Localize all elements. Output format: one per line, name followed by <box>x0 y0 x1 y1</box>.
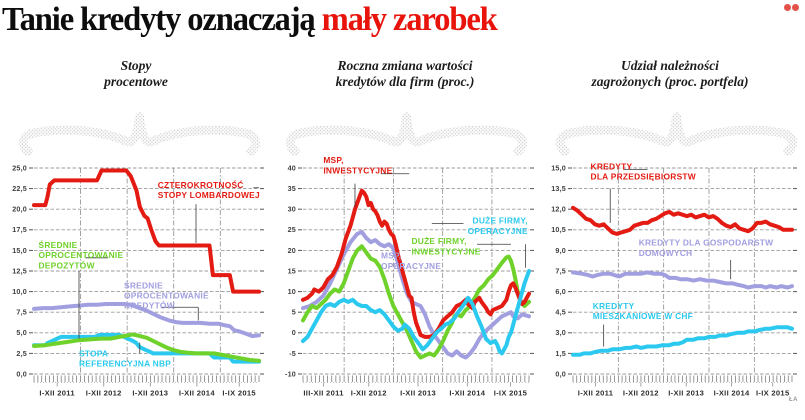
y-axis-tick-label: 17,5 <box>12 225 27 234</box>
gridlines: 15,0 13,5 12,0 10,5 9,0 7,5 6,0 4,5 3,0 1,5 0,0 <box>551 163 797 383</box>
y-axis-tick-label: 10,5 <box>551 225 566 234</box>
y-axis-tick-label: 10 <box>288 287 296 296</box>
y-axis-tick-label: 20 <box>288 246 296 255</box>
x-axis-tick-label: I-IX 2015 <box>222 389 256 398</box>
y-axis-tick-label: 0,0 <box>555 369 566 378</box>
chart-2-plot: 40 35 30 25 20 15 10 5 0 -5 -10 III-XII 2011 I-XII 2… <box>285 155 534 398</box>
y-axis-tick-label: 35 <box>288 184 296 193</box>
x-axis-tick-label: I-XII 2012 <box>86 389 122 398</box>
x-axis-tick-label: I-IX 2015 <box>756 389 790 398</box>
series-label: STOPA REFERENCYJNA NBP <box>79 348 171 368</box>
x-axis-tick-label: I-XII 2014 <box>714 389 750 398</box>
series-line-srednie-oprocentowanie-depozytow <box>32 332 261 363</box>
y-axis-tick-label: 3,0 <box>555 328 566 337</box>
y-axis-tick-label: 20,0 <box>12 205 27 214</box>
y-axis-tick-label: 15,0 <box>12 246 27 255</box>
y-axis-tick-label: 10,0 <box>12 287 27 296</box>
x-axis-tick-label: I-XII 2011 <box>39 389 75 398</box>
series-label: MSP, OPERACYJNE <box>381 251 441 271</box>
series-line-czterokrotnosc-stopy-lombardowej <box>32 168 261 294</box>
x-axis-tick-label: I-XII 2011 <box>578 389 614 398</box>
y-axis-tick-label: 5 <box>292 308 296 317</box>
y-axis-tick-label: -10 <box>285 369 296 378</box>
series-label: DUŻE FIRMY, INWESTYCYJNE <box>411 236 480 256</box>
author-credit: ŁA <box>789 397 798 403</box>
series-label: KREDYTY MIESZKANIOWE W CHF <box>593 301 693 321</box>
x-axis-tick-label: I-XII 2012 <box>351 389 387 398</box>
series-label: CZTEROKROTNOŚĆ STOPY LOMBARDOWEJ <box>158 179 260 200</box>
y-axis-tick-label: 12,0 <box>551 205 566 214</box>
y-axis-tick-label: 9,0 <box>555 246 566 255</box>
y-axis-tick-label: 5,0 <box>16 328 27 337</box>
y-axis-tick-label: 25,0 <box>12 163 27 172</box>
chart-1-title: Stopy procentowe <box>104 58 168 89</box>
y-axis-tick-label: 7,5 <box>16 308 27 317</box>
y-axis-tick-label: 40 <box>288 163 296 172</box>
series-line-stopa-referencyjna-nbp <box>32 332 261 364</box>
y-axis-tick-label: 15 <box>288 266 296 275</box>
moustache-brace-icon <box>18 112 261 156</box>
y-axis-tick-label: 12,5 <box>12 266 27 275</box>
page-title-black: Tanie kredyty oznaczają <box>2 1 322 38</box>
chart-3-title: Udział należności zagrożonych (proc. por… <box>591 58 749 89</box>
series-line-duze-firmy-inwestycyjne <box>301 244 531 360</box>
series-label: ŚREDNIE OPROCENTOWANIE KREDYTÓW <box>124 279 209 310</box>
series-line-kredyty-dla-przedsiebiorstw <box>571 205 794 236</box>
x-axis-tick-label: III-XII 2011 <box>303 389 344 398</box>
chart-1-plot: 25,0 22,5 20,0 17,5 15,0 12,5 10,0 7,5 5,0 2,5 0,0… <box>12 163 264 398</box>
series-label: KREDYTY DLA GOSPODARSTW DOMOWYCH <box>639 238 774 258</box>
page-title-red: mały zarobek <box>321 1 498 38</box>
y-axis-tick-label: -5 <box>289 349 296 358</box>
x-axis-tick-label: I-XII 2014 <box>449 389 485 398</box>
y-axis-tick-label: 25 <box>288 225 296 234</box>
month-ticks <box>572 375 793 382</box>
series-line-msp-operacyjne <box>301 229 531 360</box>
x-axis-tick-label: I-XII 2012 <box>623 389 659 398</box>
y-axis-tick-label: 22,5 <box>12 184 27 193</box>
cc-badges <box>784 4 799 11</box>
x-axis-tick-label: I-XII 2013 <box>668 389 704 398</box>
y-axis-tick-label: 0,0 <box>16 369 27 378</box>
series-line-duze-firmy-operacyjne <box>301 269 531 356</box>
gridlines: 40 35 30 25 20 15 10 5 0 -5 -10 <box>285 163 534 383</box>
cc-icon <box>784 4 791 11</box>
page-title: Tanie kredyty oznaczają mały zarobek <box>2 0 498 40</box>
y-axis-tick-label: 4,5 <box>555 308 566 317</box>
y-axis-tick-label: 6,0 <box>555 287 566 296</box>
chart-3-plot: 15,0 13,5 12,0 10,5 9,0 7,5 6,0 4,5 3,0 1,5 0,0 I-X… <box>551 161 797 398</box>
y-axis-tick-label: 0 <box>292 328 296 337</box>
moustache-brace-icon <box>555 112 798 156</box>
x-axis-tick-label: I-XII 2014 <box>179 389 215 398</box>
x-axis-tick-label: I-IX 2015 <box>494 389 528 398</box>
series-label: DUŻE FIRMY, OPERACYJNE <box>468 216 528 236</box>
month-ticks <box>33 375 260 382</box>
y-axis-tick-label: 30 <box>288 205 296 214</box>
y-axis-tick-label: 13,5 <box>551 184 566 193</box>
month-ticks <box>302 375 530 382</box>
x-axis-tick-label: I-XII 2013 <box>132 389 168 398</box>
x-axis-tick-label: I-XII 2013 <box>400 389 436 398</box>
y-axis-tick-label: 15,0 <box>551 163 566 172</box>
moustache-brace-icon <box>285 112 528 156</box>
series-line-kredyty-mieszkaniowe-w-chf <box>571 325 794 357</box>
cc-icon <box>792 4 799 11</box>
y-axis-tick-label: 2,5 <box>16 349 27 358</box>
y-axis-tick-label: 1,5 <box>555 349 566 358</box>
series-line-msp-inwestycyjne <box>301 188 531 339</box>
series-label: ŚREDNIE OPROCENTOWANIE DEPOZYTÓW <box>39 239 124 270</box>
y-axis-tick-label: 7,5 <box>555 266 566 275</box>
series-label: MSP, INWESTYCYJNE <box>323 155 392 175</box>
chart-2-title: Roczna zmiana wartości kredytów dla firm… <box>335 58 475 89</box>
series-line-kredyty-dla-gospodarstw-domowych <box>571 270 794 290</box>
series-label: KREDYTY DLA PRZEDSIĘBIORSTW <box>591 161 696 181</box>
